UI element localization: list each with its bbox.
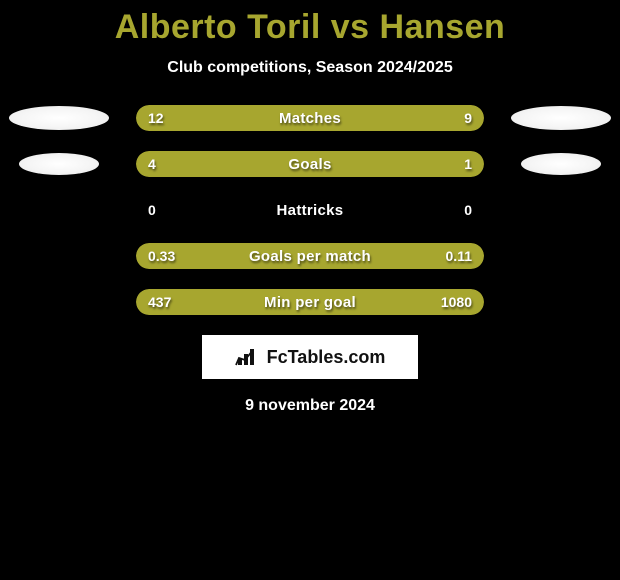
stat-row: 41Goals xyxy=(0,151,620,177)
ellipse-icon xyxy=(19,153,99,175)
stat-row: 0 0Hattricks xyxy=(0,197,620,223)
stat-bar: 41Goals xyxy=(136,151,484,177)
bar-left xyxy=(136,151,400,177)
bar-right xyxy=(400,151,484,177)
date-label: 9 november 2024 xyxy=(0,397,620,415)
subtitle: Club competitions, Season 2024/2025 xyxy=(0,59,620,77)
stat-bar: 129Matches xyxy=(136,105,484,131)
deco-right xyxy=(502,153,620,175)
stat-label: Hattricks xyxy=(136,197,484,223)
bar-chart-icon xyxy=(235,347,261,367)
stat-bar: 0.330.11Goals per match xyxy=(136,243,484,269)
stat-row: 129Matches xyxy=(0,105,620,131)
brand-badge[interactable]: FcTables.com xyxy=(202,335,418,379)
stat-bar: 0 0Hattricks xyxy=(136,197,484,223)
deco-right xyxy=(502,106,620,130)
bar-right xyxy=(247,289,484,315)
stat-value-right: 0 xyxy=(464,197,472,223)
bar-left xyxy=(136,105,334,131)
ellipse-icon xyxy=(9,106,109,130)
ellipse-icon xyxy=(521,153,601,175)
brand-text: FcTables.com xyxy=(267,347,386,368)
deco-left xyxy=(0,106,118,130)
stat-value-left: 0 xyxy=(148,197,156,223)
bar-left xyxy=(136,289,247,315)
stat-bar: 4371080Min per goal xyxy=(136,289,484,315)
deco-left xyxy=(0,153,118,175)
comparison-card: Alberto Toril vs Hansen Club competition… xyxy=(0,0,620,580)
stat-row: 0.330.11Goals per match xyxy=(0,243,620,269)
bar-right xyxy=(334,105,484,131)
stat-row: 4371080Min per goal xyxy=(0,289,620,315)
page-title: Alberto Toril vs Hansen xyxy=(0,8,620,47)
bar-right xyxy=(376,243,484,269)
ellipse-icon xyxy=(511,106,611,130)
stat-rows: 129Matches 41Goals 0 0Hattricks 0.330.11Goal… xyxy=(0,105,620,315)
bar-left xyxy=(136,243,376,269)
